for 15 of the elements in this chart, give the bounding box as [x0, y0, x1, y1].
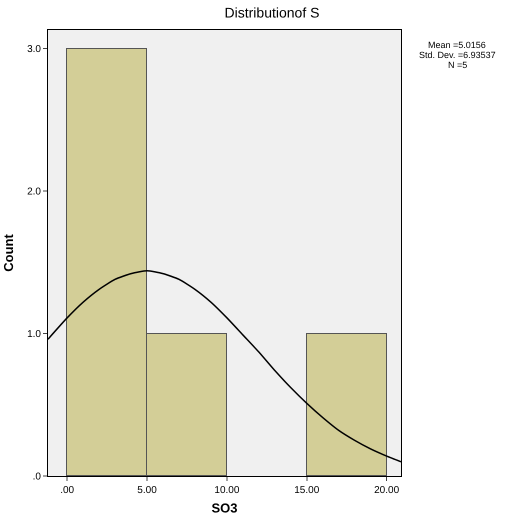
text: Mean =5.0156 — [428, 40, 486, 50]
y-axis-title: Count — [1, 234, 16, 272]
y-tick-label: 1.0 — [27, 329, 42, 340]
x-tick-label: 15.00 — [294, 485, 320, 496]
y-tick-label: 3.0 — [27, 44, 42, 56]
chart-title: Distributionof S — [224, 4, 320, 21]
y-tick-label: 2.0 — [27, 186, 42, 198]
x-tick-label: 5.00 — [137, 485, 158, 496]
x-tick-label: .00 — [60, 485, 75, 496]
y-tick-label: .0 — [32, 472, 42, 482]
text: N =5 — [448, 60, 468, 70]
text: Std. Dev. =6.93537 — [419, 50, 496, 60]
x-axis-title: SO3 — [211, 500, 238, 516]
x-tick-label: 20.00 — [374, 485, 400, 496]
x-tick-label: 10.00 — [214, 485, 240, 496]
